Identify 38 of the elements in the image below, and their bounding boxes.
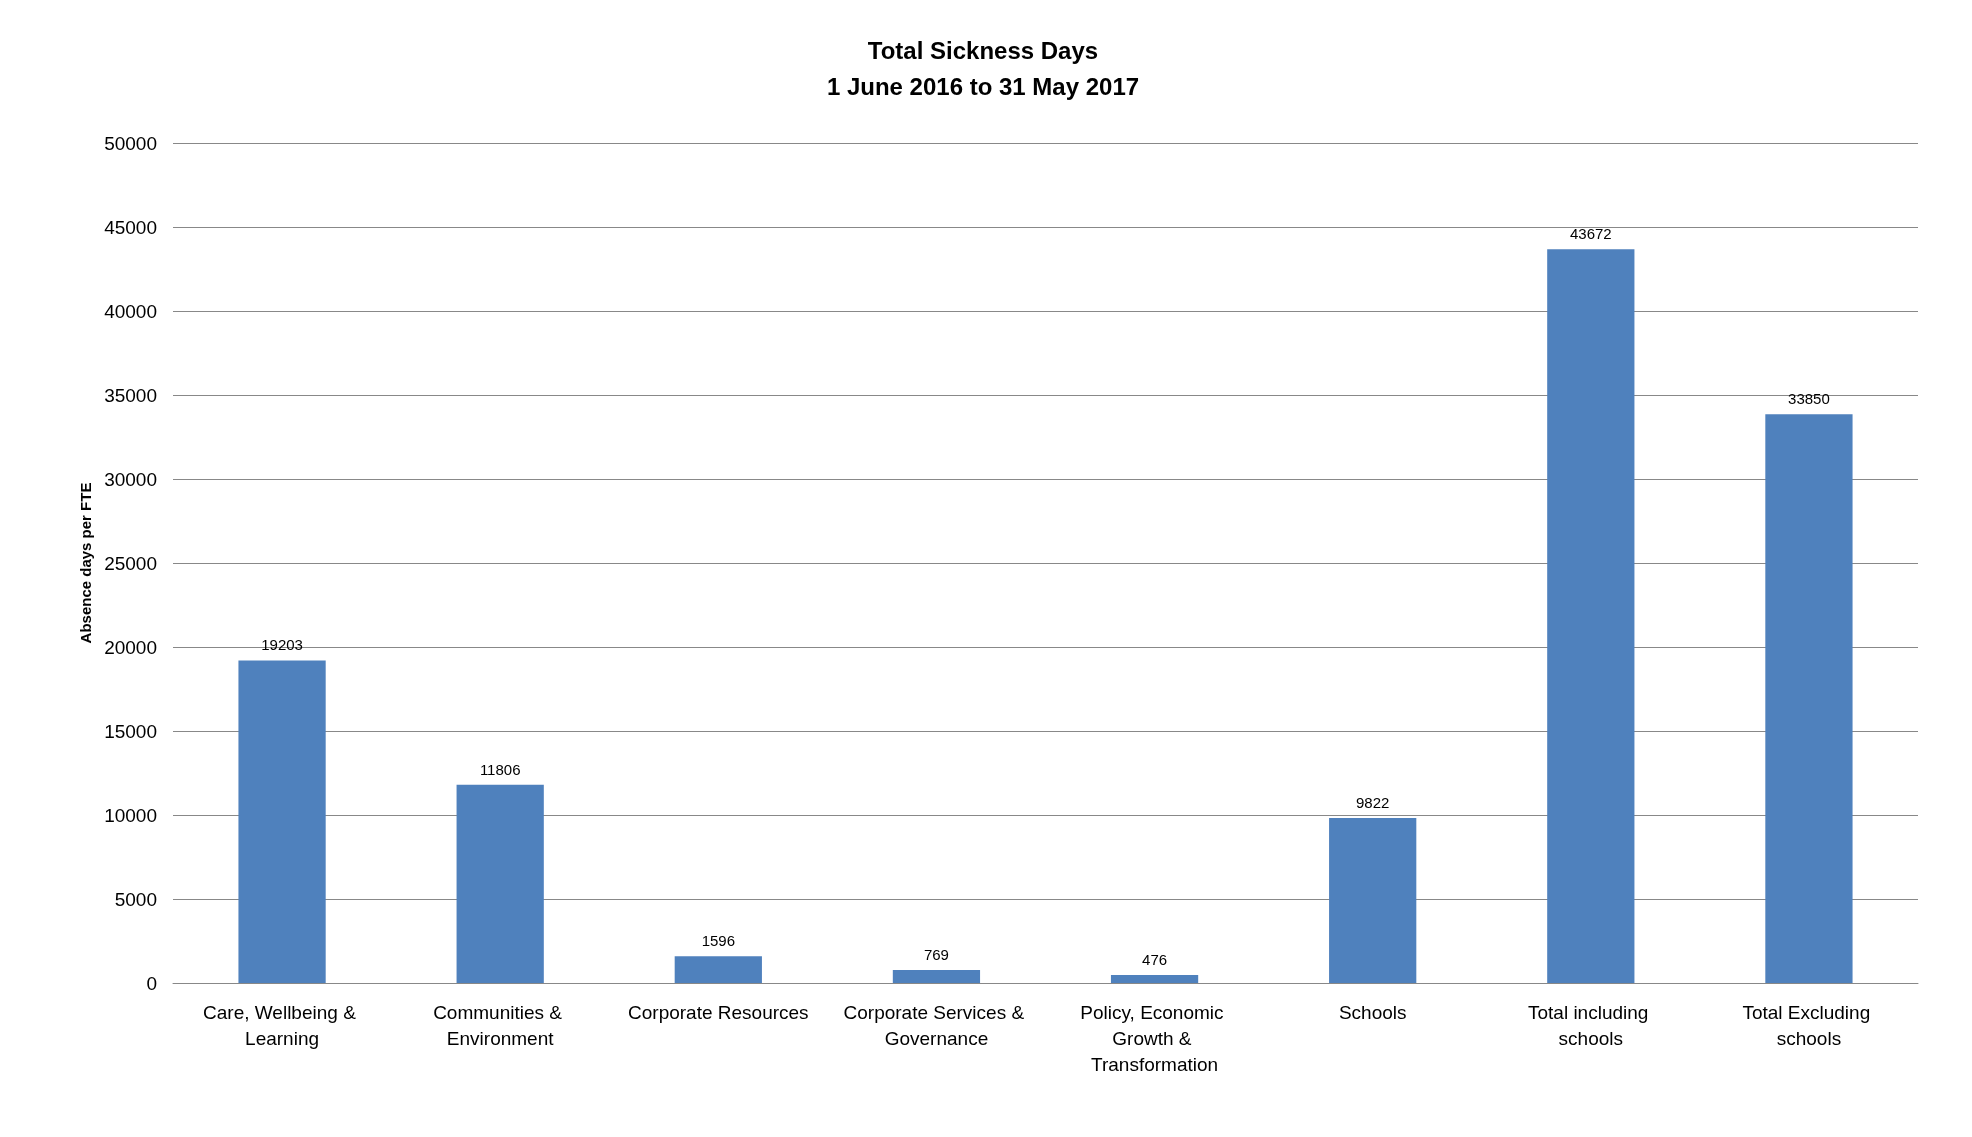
y-tick-label: 25000: [104, 552, 157, 574]
bar: [674, 956, 762, 983]
x-tick-label: Corporate Services & Governance: [843, 1001, 1030, 1049]
bar: [238, 660, 326, 983]
x-tick-label: Total including schools: [1527, 1001, 1654, 1049]
data-label: 9822: [1356, 793, 1390, 811]
bar: [1110, 975, 1199, 983]
y-tick-label: 20000: [104, 636, 157, 658]
data-label: 19203: [261, 636, 303, 654]
y-tick-label: 0: [146, 972, 157, 994]
x-tick-label: Total Excluding schools: [1742, 1001, 1876, 1049]
x-tick-label: Corporate Resources: [628, 1001, 809, 1023]
x-tick-label: Schools: [1338, 1001, 1407, 1023]
y-tick-label: 10000: [104, 804, 157, 826]
bar: [1547, 249, 1635, 983]
x-tick-label: Communities & Environment: [433, 1001, 568, 1049]
y-tick-label: 5000: [114, 888, 157, 910]
data-label: 43672: [1569, 225, 1612, 243]
y-tick-label: 15000: [104, 720, 157, 742]
x-tick-label: Policy, Economic Growth & Transformation: [1080, 1001, 1229, 1075]
data-label: 1596: [701, 932, 735, 950]
chart-subtitle: 1 June 2016 to 31 May 2017: [826, 72, 1140, 100]
y-axis-title: Absence days per FTE: [77, 482, 94, 644]
x-tick-label: Care, Wellbeing & Learning: [203, 1001, 362, 1049]
chart-title: Total Sickness Days: [867, 36, 1099, 64]
bar: [892, 970, 981, 983]
bar: [456, 784, 544, 983]
y-tick-label: 50000: [104, 132, 157, 154]
data-label: 476: [1142, 951, 1168, 968]
data-label: 769: [923, 946, 949, 964]
y-tick-label: 40000: [104, 300, 157, 322]
bar: [1765, 414, 1853, 983]
data-label: 11806: [479, 760, 521, 778]
data-label: 33850: [1788, 390, 1830, 408]
bar: [1329, 817, 1417, 983]
y-tick-label: 45000: [104, 216, 157, 238]
y-tick-label: 35000: [104, 384, 157, 406]
y-tick-label: 30000: [104, 468, 157, 490]
